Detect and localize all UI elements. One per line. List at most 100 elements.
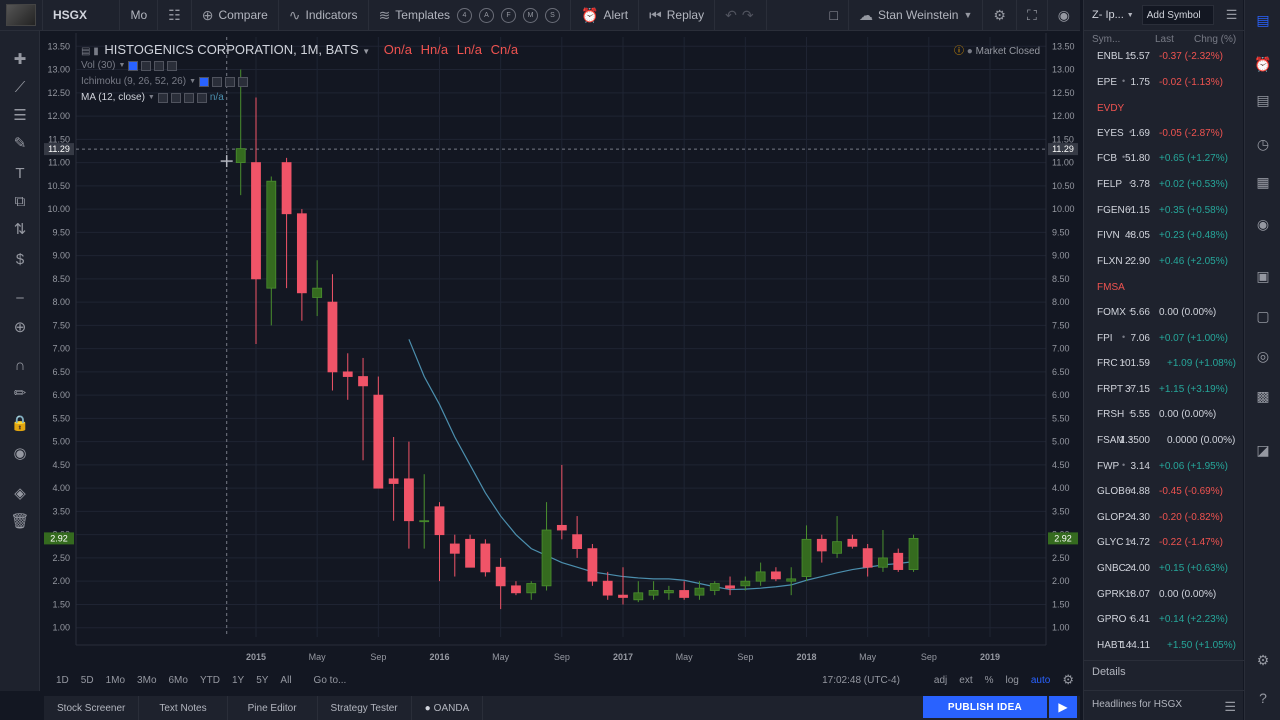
compare-button[interactable]: ⊕ Compare [192, 0, 279, 31]
template-hotkey-a[interactable]: A [479, 7, 494, 23]
ext-toggle[interactable]: ext [959, 674, 973, 686]
goto-button[interactable]: Go to... [313, 674, 347, 686]
gear-icon[interactable]: ⚙ [1062, 672, 1074, 687]
watchlist-row[interactable]: FIVN • 48.05 +0.23 (+0.48%) [1084, 223, 1244, 248]
text-icon[interactable]: T [15, 164, 25, 182]
range-ytd[interactable]: YTD [199, 674, 220, 686]
range-1y[interactable]: 1Y [231, 674, 245, 686]
watchlist-row[interactable]: FGEN • 61.15 +0.35 (+0.58%) [1084, 198, 1244, 223]
lock-icon[interactable]: 🔒 [10, 415, 30, 432]
replay-button[interactable]: ⏮ Replay [639, 0, 716, 31]
fullscreen-button[interactable]: ⛶ [1017, 0, 1048, 31]
snapshot-button[interactable]: ◉ [1048, 0, 1080, 31]
ruler-icon[interactable]: ⎯ [16, 288, 24, 306]
watchlist-row[interactable]: ENBL • 15.57 -0.37 (-2.32%) [1084, 44, 1244, 69]
details-section[interactable]: Details [1084, 660, 1244, 684]
source-icon[interactable] [225, 76, 235, 87]
range-all[interactable]: All [280, 674, 292, 686]
settings-button[interactable]: ⚙ [983, 0, 1017, 31]
watchlist-row[interactable]: FRPT • 37.15 +1.15 (+3.19%) [1084, 377, 1244, 402]
trend-line-icon[interactable]: ⟋ [14, 78, 26, 96]
watchlist-row[interactable]: EYES • 1.69 -0.05 (-2.87%) [1084, 121, 1244, 146]
indicator-vol[interactable]: Vol (30) ▼ [81, 60, 178, 71]
indicator-ichimoku[interactable]: Ichimoku (9, 26, 52, 26) ▼ [81, 76, 248, 87]
private-chat-icon[interactable]: ▢ [1256, 307, 1270, 324]
messages-icon[interactable]: ▩ [1256, 387, 1270, 404]
column-last[interactable]: Last [1155, 34, 1174, 45]
watchlist-row[interactable]: FCB • 51.80 +0.65 (+1.27%) [1084, 146, 1244, 171]
watchlist-row[interactable]: FWP • 3.14 +0.06 (+1.95%) [1084, 454, 1244, 479]
watchlist-row[interactable]: HABT • 144.11 +1.50 (+1.05%) [1084, 633, 1244, 658]
redo-icon[interactable]: ↷ [741, 6, 754, 23]
watchlist-row[interactable]: GLOB • 64.88 -0.45 (-0.69%) [1084, 479, 1244, 504]
column-change[interactable]: Chng (%) [1194, 34, 1237, 45]
watchlist-row[interactable]: FLXN • 22.90 +0.46 (+2.05%) [1084, 249, 1244, 274]
settings-icon[interactable] [141, 60, 152, 71]
help-icon[interactable]: ? [1259, 690, 1267, 706]
streams-icon[interactable]: ◎ [1256, 347, 1270, 364]
template-hotkey-m[interactable]: M [523, 7, 538, 23]
watchlist-row[interactable]: FRC • 101.59 +1.09 (+1.08%) [1084, 351, 1244, 376]
layout-button[interactable]: □ [820, 0, 849, 31]
alerts-icon[interactable]: ⏰ [1254, 55, 1272, 72]
watchlist-row[interactable]: GLYC • 14.72 -0.22 (-1.47%) [1084, 530, 1244, 555]
legend-title[interactable]: HISTOGENICS CORPORATION, 1M, BATS [104, 42, 359, 57]
headlines-section[interactable]: Headlines for HSGX ☰ [1084, 690, 1244, 720]
eye-icon[interactable] [128, 60, 139, 71]
watchlist-section-evdy[interactable]: EVDY [1097, 103, 1125, 115]
range-3mo[interactable]: 3Mo [137, 674, 157, 686]
watchlist-row[interactable]: FRSH • 5.55 0.00 (0.00%) [1084, 402, 1244, 427]
eye-icon[interactable]: ◉ [13, 445, 27, 462]
layout-name-button[interactable]: ☁ Stan Weinstein ▼ [849, 0, 984, 31]
source-icon[interactable] [154, 60, 165, 71]
indicators-button[interactable]: ∿ Indicators [279, 0, 369, 31]
brush-icon[interactable]: ✎ [13, 135, 27, 152]
legend-collapse-icon[interactable]: ▤ ▮ [81, 46, 99, 57]
watchlist-icon[interactable]: ▤ [1256, 11, 1270, 28]
range-6mo[interactable]: 6Mo [168, 674, 188, 686]
auto-toggle[interactable]: auto [1030, 674, 1051, 686]
watchlist-section-fmsa[interactable]: FMSA [1097, 282, 1125, 294]
templates-button[interactable]: ≋ Templates 4 A F M S [369, 0, 571, 31]
chart-pane[interactable]: 1.001.001.501.502.002.002.502.503.003.00… [44, 33, 1080, 665]
watchlist-row[interactable]: GNBC • 24.00 +0.15 (+0.63%) [1084, 556, 1244, 581]
pattern-icon[interactable]: ⧉ [14, 192, 26, 210]
chart-style-button[interactable]: ☷ [158, 0, 192, 31]
watchlist-row[interactable]: GPRO • 6.41 +0.14 (+2.23%) [1084, 607, 1244, 632]
undo-icon[interactable]: ↶ [725, 6, 737, 23]
template-hotkey-4[interactable]: 4 [457, 7, 472, 23]
list-menu-icon[interactable]: ☰ [1224, 699, 1236, 714]
tab-strategy-tester[interactable]: Strategy Tester [318, 696, 412, 720]
tab-text-notes[interactable]: Text Notes [139, 696, 228, 720]
chat-icon[interactable]: ▣ [1256, 267, 1270, 284]
settings-icon[interactable] [170, 92, 181, 103]
calendar-icon[interactable]: ▦ [1256, 173, 1270, 190]
symbol-search[interactable]: HSGX [43, 0, 121, 31]
percent-toggle[interactable]: % [984, 674, 994, 686]
watchlist-row[interactable]: GPRK • 18.07 0.00 (0.00%) [1084, 582, 1244, 607]
zoom-in-icon[interactable]: ⊕ [13, 319, 27, 336]
price-chart[interactable]: 1.001.001.501.502.002.002.502.503.003.00… [44, 33, 1080, 665]
settings-icon[interactable] [212, 76, 222, 87]
close-icon[interactable] [167, 60, 178, 71]
close-icon[interactable] [196, 92, 207, 103]
watchlist-row[interactable]: FOMX • 5.66 0.00 (0.00%) [1084, 300, 1244, 325]
hotlist-icon[interactable]: ◷ [1256, 135, 1270, 152]
layers-icon[interactable]: ◈ [14, 485, 26, 502]
publish-idea-button[interactable]: PUBLISH IDEA [923, 696, 1047, 718]
trash-icon[interactable]: 🗑 [10, 513, 30, 530]
tab-oanda[interactable]: ● OANDA [412, 696, 484, 720]
play-circle-icon[interactable]: ▶ [1049, 696, 1077, 718]
watchlist-row[interactable]: EPE • 1.75 -0.02 (-1.13%) [1084, 70, 1244, 95]
watchlist-row[interactable]: FELP • 3.78 +0.02 (+0.53%) [1084, 172, 1244, 197]
crosshair-icon[interactable]: ✚ [13, 51, 27, 68]
eye-icon[interactable] [199, 76, 209, 87]
range-5y[interactable]: 5Y [256, 674, 269, 686]
magnet-icon[interactable]: ∩ [14, 356, 26, 374]
template-hotkey-f[interactable]: F [501, 7, 516, 23]
source-icon[interactable] [183, 92, 194, 103]
watchlist-name[interactable]: Z- Ip... [1092, 9, 1124, 21]
tab-stock-screener[interactable]: Stock Screener [44, 696, 140, 720]
indicator-ma[interactable]: MA (12, close) ▼ n/a [81, 92, 224, 103]
eye-icon[interactable] [157, 92, 168, 103]
